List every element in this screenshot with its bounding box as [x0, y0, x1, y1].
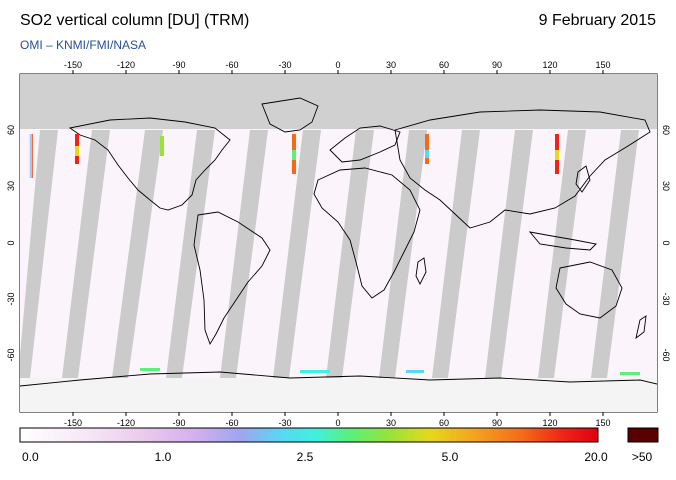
- colorbar-label: 5.0: [441, 450, 459, 464]
- lat-label: 60: [6, 125, 16, 135]
- arctic-nodata: [20, 74, 657, 129]
- lon-label: -120: [117, 60, 135, 70]
- lon-label: 30: [386, 60, 396, 70]
- colorbar-label: 0.0: [22, 450, 39, 464]
- lon-label: 150: [595, 418, 610, 428]
- lon-label: 150: [595, 60, 610, 70]
- lon-labels-bottom: -150 -120 -90 -60 -30 0 30 60 90 120 150: [64, 418, 611, 428]
- lon-label: 90: [492, 60, 502, 70]
- lon-label: 120: [542, 60, 557, 70]
- map-title: SO2 vertical column [DU] (TRM): [20, 12, 250, 29]
- lon-label: -90: [172, 418, 185, 428]
- lon-label: 120: [542, 418, 557, 428]
- antarctic-region: [20, 378, 657, 412]
- lat-label: -60: [6, 348, 16, 361]
- lon-label: 90: [492, 418, 502, 428]
- tick-marks: [72, 70, 604, 416]
- lon-label: 60: [439, 418, 449, 428]
- lat-label: 30: [661, 181, 671, 191]
- lat-label: -60: [661, 348, 671, 361]
- lon-label: 60: [439, 60, 449, 70]
- lon-label: 0: [335, 418, 340, 428]
- orbit-gaps: [20, 130, 639, 378]
- lat-label: 30: [6, 181, 16, 191]
- colorbar-label: 20.0: [584, 450, 608, 464]
- lon-label: -60: [225, 418, 238, 428]
- lon-label: -30: [278, 60, 291, 70]
- colorbar-overflow-swatch: [627, 427, 659, 443]
- lon-label: -60: [225, 60, 238, 70]
- lat-label: 0: [661, 240, 671, 245]
- lat-label: -30: [661, 292, 671, 305]
- colorbar: [19, 427, 599, 443]
- colorbar-label: 2.5: [296, 450, 314, 464]
- lon-label: -150: [64, 418, 82, 428]
- lat-labels-left: 60 30 0 -30 -60: [6, 125, 16, 362]
- colorbar-label: 1.0: [154, 450, 172, 464]
- lon-labels-top: -150 -120 -90 -60 -30 0 30 60 90 120 150: [64, 60, 611, 70]
- lon-label: -90: [172, 60, 185, 70]
- so2-highlights: [29, 134, 640, 375]
- map-subtitle: OMI – KNMI/FMI/NASA: [20, 38, 147, 52]
- colorbar-overflow-label: >50: [631, 450, 653, 464]
- lon-label: -30: [278, 418, 291, 428]
- lat-labels-right: 60 30 0 -30 -60: [661, 125, 671, 362]
- lat-label: -30: [6, 292, 16, 305]
- lon-label: 30: [386, 418, 396, 428]
- lon-label: 0: [335, 60, 340, 70]
- lon-label: -150: [64, 60, 82, 70]
- lat-label: 60: [661, 125, 671, 135]
- map-date: 9 February 2015: [538, 12, 656, 29]
- coastlines: [20, 97, 657, 387]
- lat-label: 0: [6, 240, 16, 245]
- lon-label: -120: [117, 418, 135, 428]
